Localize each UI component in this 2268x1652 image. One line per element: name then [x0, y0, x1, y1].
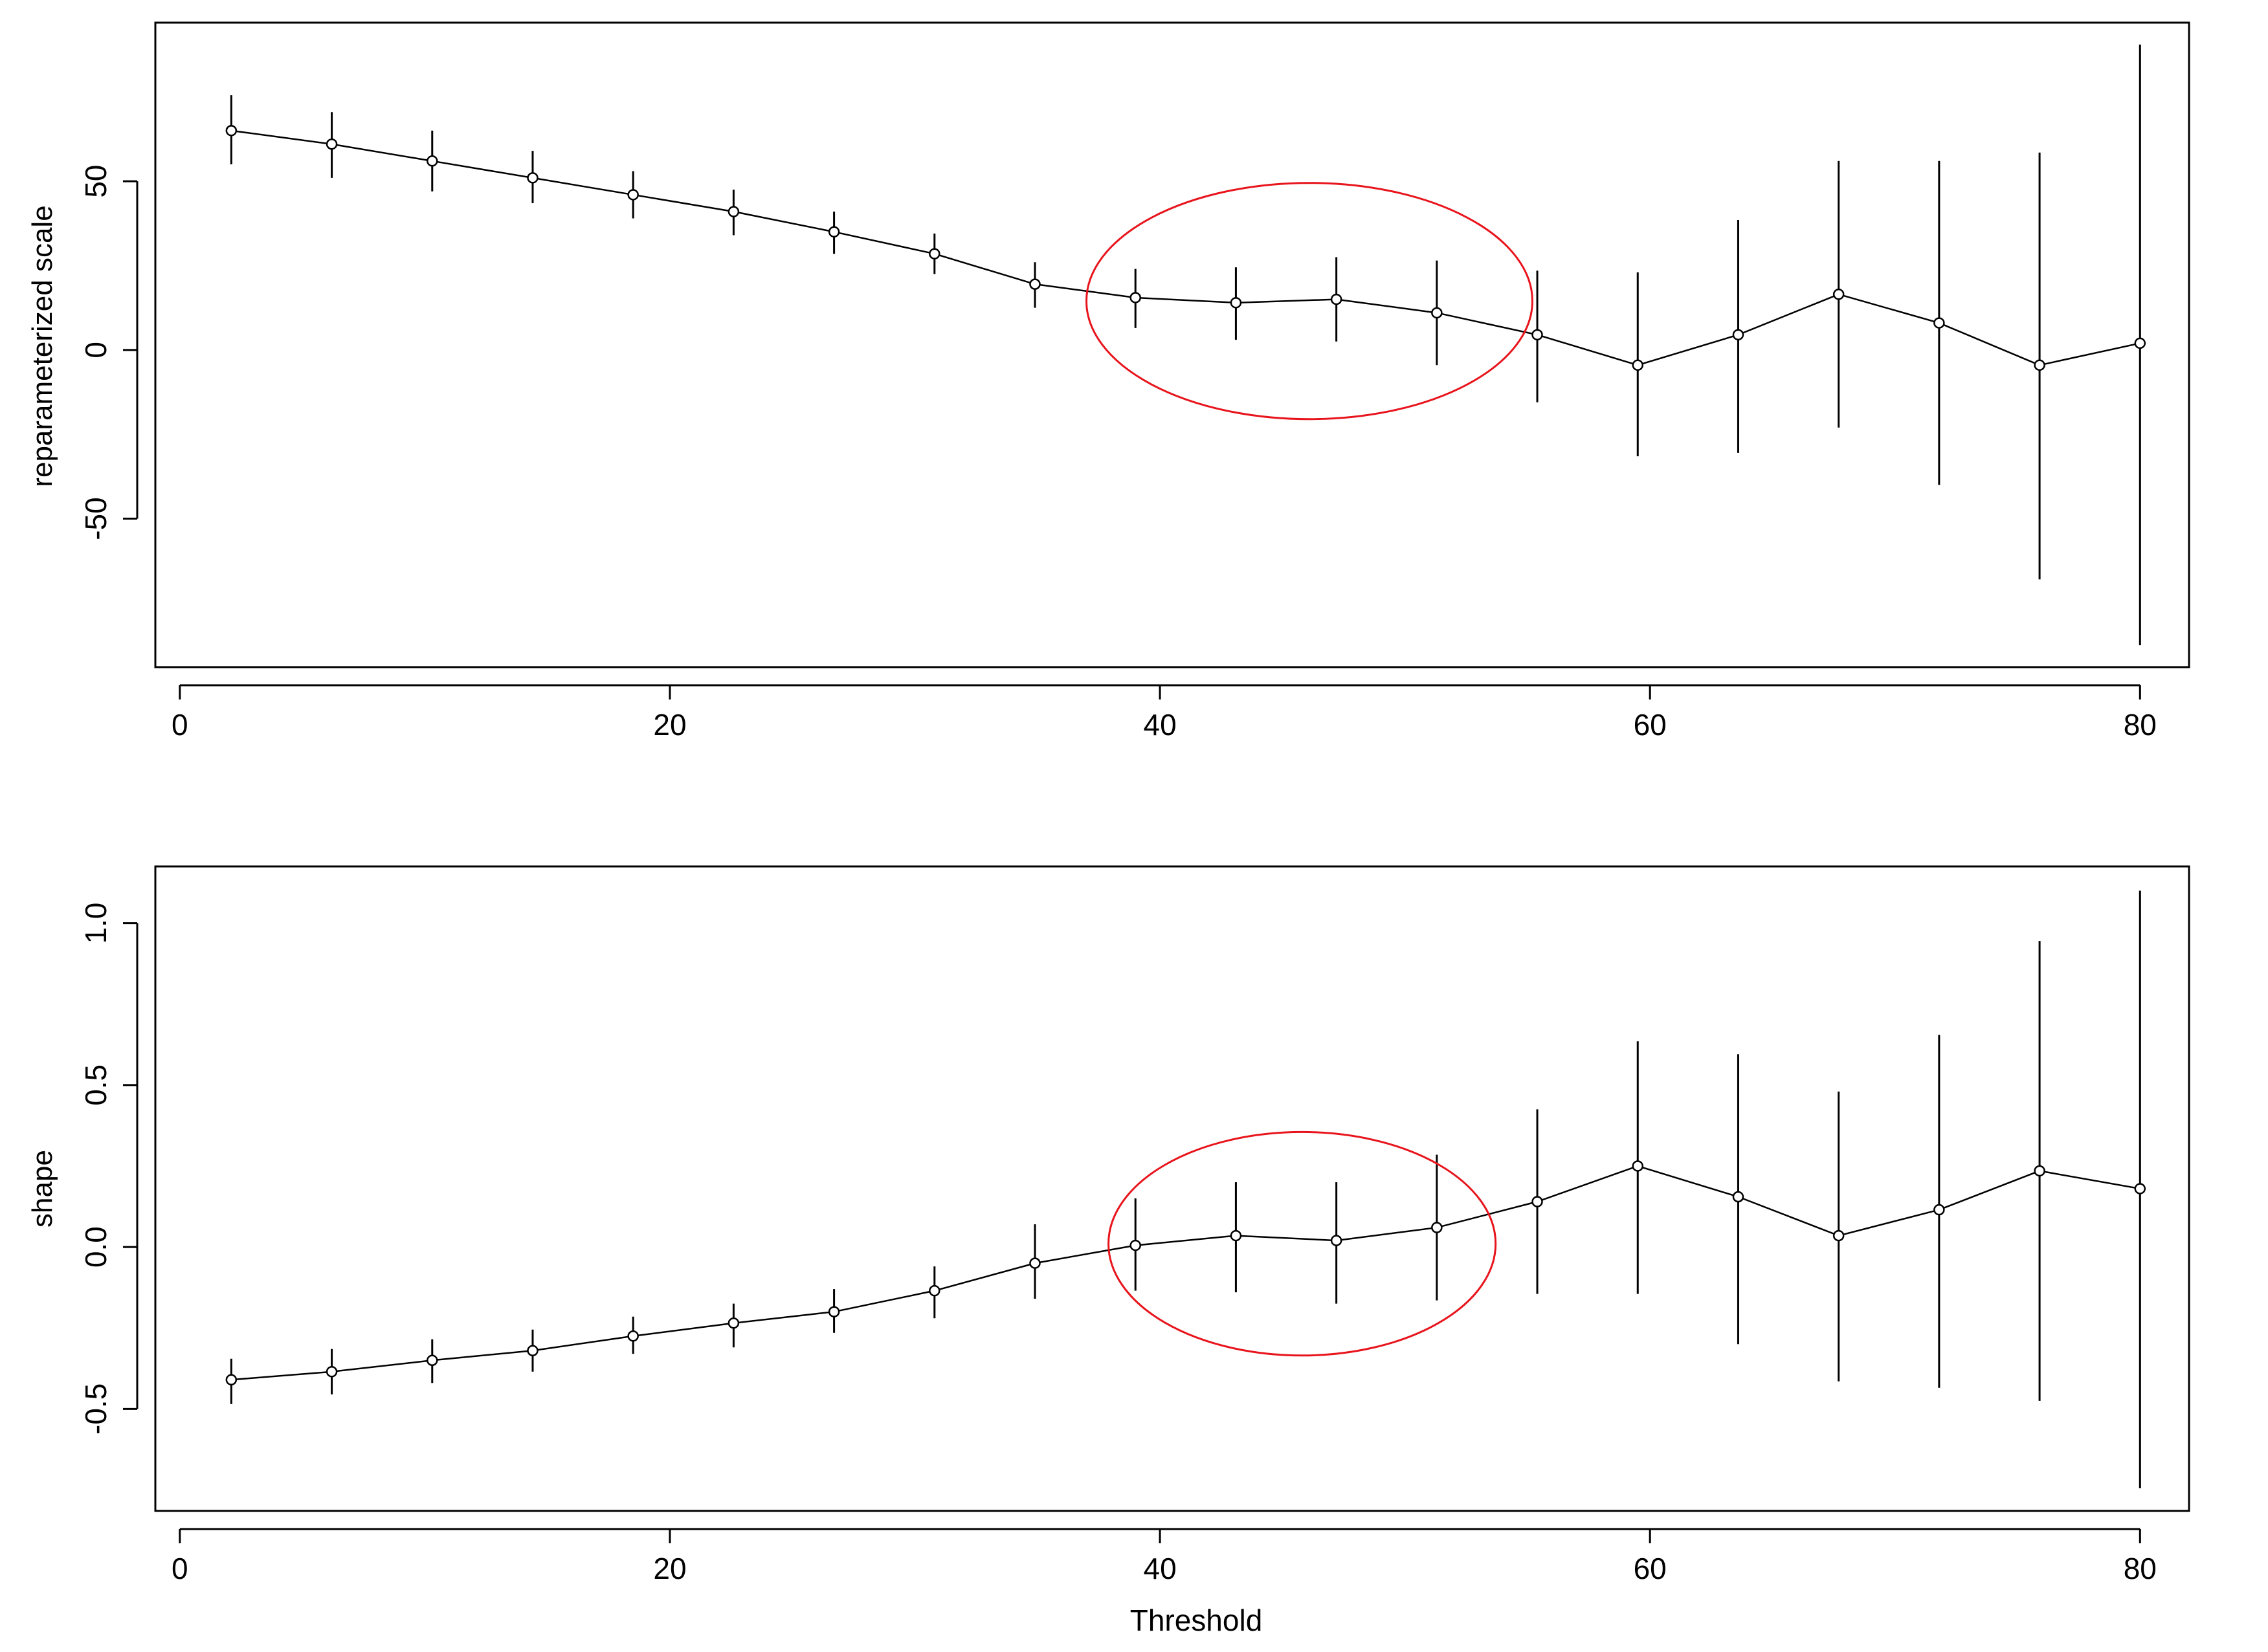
shape-line: [231, 1165, 2140, 1381]
scale-point: [1531, 329, 1543, 341]
scale-point: [1732, 329, 1744, 341]
scale-point: [2034, 359, 2045, 371]
shape-x-tick-label: 20: [653, 1552, 686, 1585]
shape-point: [1230, 1229, 1242, 1242]
shape-point: [1732, 1191, 1744, 1203]
shape-point: [1933, 1204, 1945, 1216]
shape-y-tick-label: 1.0: [79, 903, 113, 944]
scale-series: [225, 44, 2146, 646]
scale-point: [1832, 289, 1845, 300]
shape-y-axis: -0.5 0.0 0.5 1.0: [79, 903, 139, 1435]
scale-point: [828, 226, 840, 238]
scale-point: [1129, 292, 1141, 303]
scale-x-axis: 0 20 40 60 80: [172, 684, 2157, 742]
scale-point: [627, 189, 639, 201]
shape-point: [225, 1374, 238, 1386]
scale-point: [1029, 278, 1041, 290]
shape-x-tick-label: 60: [1634, 1552, 1667, 1585]
scale-panel: 0 20 40 60 80 -50 0 50 reparameterized scale: [27, 21, 2190, 742]
scale-point: [1933, 317, 1945, 329]
shape-series: [225, 890, 2146, 1488]
shape-point: [326, 1366, 338, 1378]
scale-y-axis-label: reparameterized scale: [27, 205, 58, 487]
shape-point: [1330, 1235, 1342, 1246]
scale-y-tick-label: 50: [79, 165, 113, 198]
scale-point: [1330, 293, 1342, 305]
shape-x-axis: 0 20 40 60 80: [172, 1528, 2157, 1585]
scale-point: [1230, 297, 1242, 309]
scale-y-axis: -50 0 50: [79, 165, 139, 540]
shape-point: [527, 1345, 539, 1357]
scale-point: [728, 206, 740, 217]
scale-plot-frame: [154, 21, 2190, 668]
scale-y-tick-label: -50: [79, 497, 113, 540]
shape-point: [427, 1354, 438, 1367]
shape-x-tick-label: 40: [1143, 1552, 1176, 1585]
shape-y-tick-label: -0.5: [79, 1383, 113, 1435]
shape-point: [728, 1317, 740, 1329]
scale-point: [326, 138, 338, 150]
shape-plot-frame: [154, 865, 2190, 1512]
scale-point: [527, 172, 539, 184]
shape-y-axis-label: shape: [27, 1150, 58, 1228]
scale-line: [231, 129, 2140, 366]
shape-point: [627, 1330, 639, 1342]
scale-point: [427, 155, 438, 167]
scale-annotation: [1085, 182, 1533, 421]
shape-point: [1029, 1257, 1041, 1269]
shape-annotation: [1107, 1130, 1497, 1357]
scale-point: [2134, 337, 2146, 349]
shape-panel: 0 20 40 60 80 -0.5 0.0 0.5 1.0 shape Threshold: [27, 865, 2190, 1637]
scale-y-tick-label: 0: [79, 342, 113, 358]
scale-highlight-ellipse: [1085, 182, 1533, 421]
scale-x-tick-label: 60: [1634, 708, 1667, 742]
shape-point: [1129, 1239, 1141, 1251]
shape-point: [1531, 1196, 1543, 1207]
scale-point: [1632, 359, 1644, 371]
shape-point: [1832, 1229, 1845, 1242]
shape-y-tick-label: 0.0: [79, 1226, 113, 1268]
shape-point: [828, 1306, 840, 1317]
shape-point: [1632, 1160, 1644, 1172]
shape-x-axis-label: Threshold: [1130, 1603, 1263, 1637]
shape-point: [929, 1284, 940, 1297]
scale-point: [929, 248, 940, 259]
scale-point: [225, 125, 238, 137]
shape-x-tick-label: 80: [2124, 1552, 2157, 1585]
shape-x-tick-label: 0: [172, 1552, 188, 1585]
shape-highlight-ellipse: [1107, 1130, 1497, 1357]
shape-point: [2034, 1165, 2045, 1177]
scale-x-tick-label: 0: [172, 708, 188, 742]
scale-point: [1431, 307, 1443, 319]
shape-y-tick-label: 0.5: [79, 1064, 113, 1106]
shape-point: [1431, 1222, 1443, 1233]
scale-x-tick-label: 20: [653, 708, 686, 742]
shape-point: [2134, 1183, 2146, 1195]
scale-x-tick-label: 80: [2124, 708, 2157, 742]
scale-x-tick-label: 40: [1143, 708, 1176, 742]
